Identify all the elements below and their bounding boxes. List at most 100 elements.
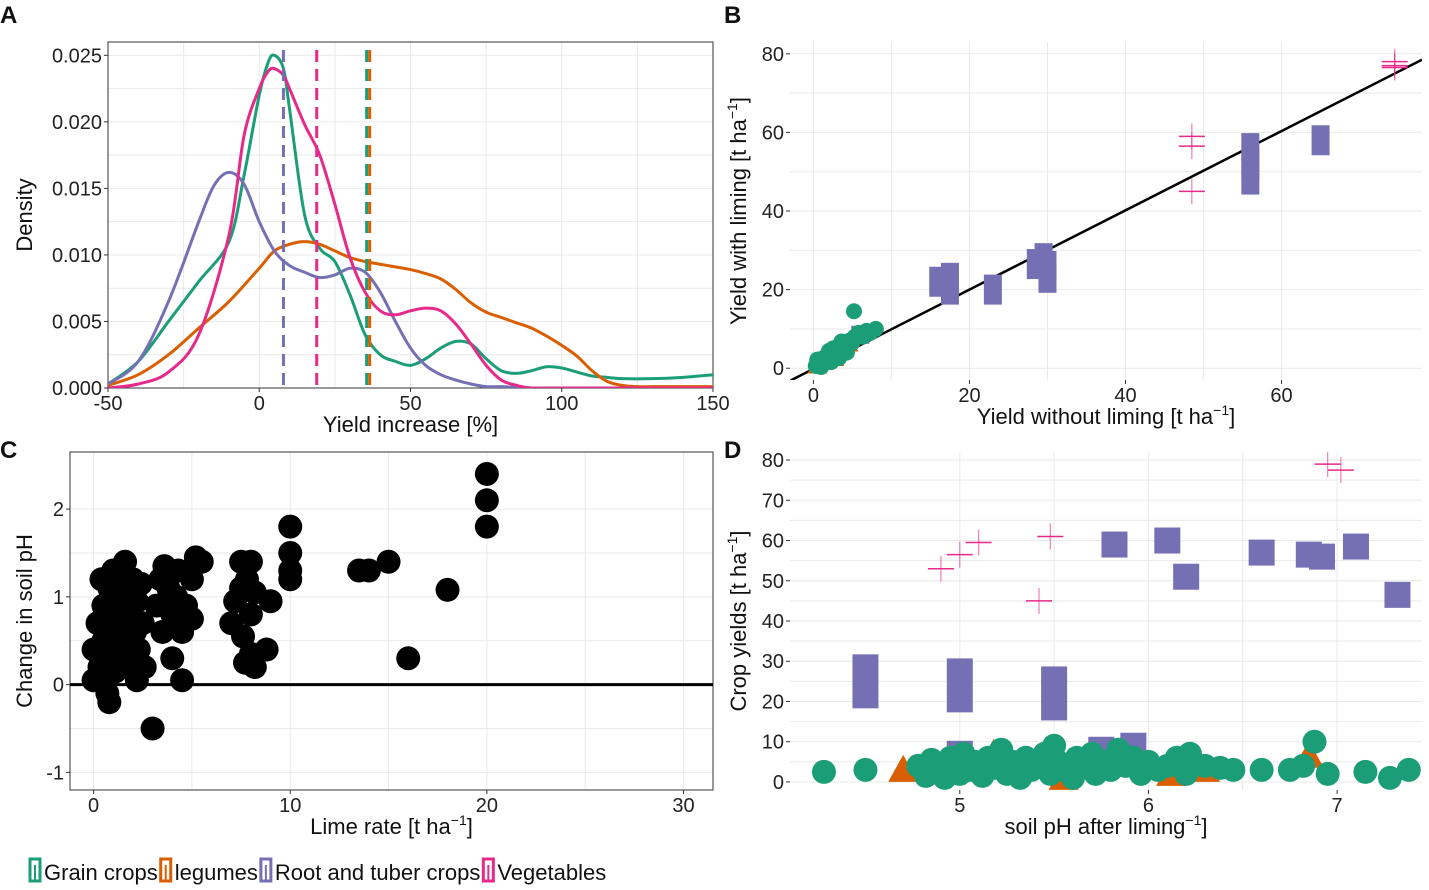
y-tick-label: 2 (53, 499, 64, 521)
point-all (474, 488, 499, 513)
point-grain-crops (809, 351, 826, 368)
point-all (278, 514, 303, 539)
y-tick-label: 20 (762, 691, 784, 713)
point-root-and-tuber-crops (1342, 533, 1369, 560)
x-axis-title-text: Lime rate [t ha (310, 814, 451, 839)
point-grain-crops (867, 320, 884, 337)
legend-label: legumes (175, 860, 258, 885)
legend-label: Root and tuber crops (275, 860, 480, 885)
plot-area (81, 461, 499, 741)
plot-frame (69, 451, 714, 791)
point-all (238, 602, 263, 627)
panel-label-c: C (0, 437, 17, 464)
legend: Grain crops legumes Root and tuber crops Ve… (28, 857, 606, 885)
y-tick-label: 10 (762, 732, 784, 754)
plot-area (108, 50, 713, 388)
y-tick-label: 40 (762, 201, 784, 223)
point-root-and-tuber-crops (1041, 666, 1068, 721)
point-all (474, 514, 499, 539)
y-axis-title-exponent: −1 (724, 103, 740, 119)
point-all (189, 549, 214, 574)
y-tick-label: 0.025 (52, 45, 102, 67)
x-tick-label: 40 (1114, 385, 1136, 407)
x-tick-label: 30 (672, 795, 694, 817)
plot-area (811, 452, 1421, 790)
point-all (278, 567, 303, 592)
x-axis-title: soil pH after liming−1] (1004, 812, 1207, 839)
panel-label-b: B (724, 2, 741, 29)
point-all (124, 668, 149, 693)
point-grain-crops (853, 757, 878, 782)
x-axis-title-close: ] (1201, 814, 1207, 839)
y-axis-title: Density (12, 178, 37, 251)
point-all (242, 655, 267, 680)
point-grain-crops (821, 342, 838, 359)
y-tick-label: 0.020 (52, 112, 102, 134)
point-root-and-tuber-crops (1101, 531, 1128, 558)
x-tick-label: 60 (1270, 385, 1292, 407)
x-tick-label: 20 (958, 385, 980, 407)
point-all (258, 589, 283, 614)
point-all (254, 637, 279, 662)
x-tick-label: 6 (1143, 795, 1154, 817)
y-tick-label: 60 (762, 531, 784, 553)
point-all (179, 606, 204, 631)
y-tick-label: 0.000 (52, 378, 102, 400)
point-grain-crops (1291, 753, 1316, 778)
x-axis-title: Lime rate [t ha−1] (310, 812, 473, 839)
y-tick-label: 0 (53, 675, 64, 697)
x-tick-label: 10 (279, 795, 301, 817)
point-root-and-tuber-crops (1309, 543, 1336, 570)
point-all (128, 571, 153, 596)
x-axis-title-close: ] (1229, 404, 1235, 429)
point-all (160, 646, 185, 671)
point-root-and-tuber-crops (1154, 527, 1181, 554)
point-root-and-tuber-crops (983, 274, 1002, 305)
x-axis-title: Yield increase [%] (323, 412, 498, 437)
x-axis-title-text: Yield increase [%] (323, 412, 498, 437)
y-tick-label: 80 (762, 44, 784, 66)
y-tick-label: 0.005 (52, 311, 102, 333)
point-grain-crops (1396, 757, 1421, 782)
y-tick-label: 20 (762, 280, 784, 302)
x-axis-title-text: Yield without liming [t ha (977, 404, 1214, 429)
y-tick-label: 30 (762, 651, 784, 673)
x-axis-title: Yield without liming [t ha−1] (977, 402, 1236, 429)
point-all (435, 577, 460, 602)
density-line-root-and-tuber-crops (108, 170, 713, 388)
legend-label: Vegetables (497, 860, 606, 885)
density-line-grain-crops (108, 53, 713, 386)
panel-label-d: D (724, 437, 741, 464)
point-all (278, 540, 303, 565)
y-tick-label: 0 (773, 772, 784, 794)
point-all (170, 668, 195, 693)
y-tick-label: 80 (762, 450, 784, 472)
legend-label: Grain crops (44, 860, 158, 885)
point-grain-crops (833, 333, 850, 350)
point-root-and-tuber-crops (1241, 164, 1260, 195)
point-root-and-tuber-crops (852, 654, 879, 709)
y-tick-label: 40 (762, 611, 784, 633)
y-tick-label: 0 (773, 358, 784, 380)
plot-area (790, 48, 1422, 380)
point-grain-crops (1249, 757, 1274, 782)
x-tick-label: 50 (399, 393, 421, 415)
panel-label-a: A (0, 2, 17, 29)
point-all (376, 549, 401, 574)
y-axis-title: Yield with liming [t ha−1] (724, 97, 751, 325)
point-all (150, 619, 175, 644)
panel-c-ph-change-scatter: 0 10 20 30 -1 0 1 2 Lime rate [t ha−1] Change in … (12, 451, 714, 839)
y-axis-title-close: ] (726, 530, 751, 536)
point-root-and-tuber-crops (940, 274, 959, 305)
point-all (140, 716, 165, 741)
y-tick-label: 50 (762, 571, 784, 593)
y-axis-title-exponent: −1 (724, 536, 740, 552)
x-axis-title-text: soil pH after liming (1004, 814, 1185, 839)
x-tick-label: 0 (808, 385, 819, 407)
point-grain-crops (1353, 759, 1378, 784)
y-axis-title-close: ] (726, 97, 751, 103)
x-axis-title-exponent: −1 (1213, 402, 1229, 418)
regression-line (790, 58, 1422, 380)
x-tick-label: 0 (88, 795, 99, 817)
